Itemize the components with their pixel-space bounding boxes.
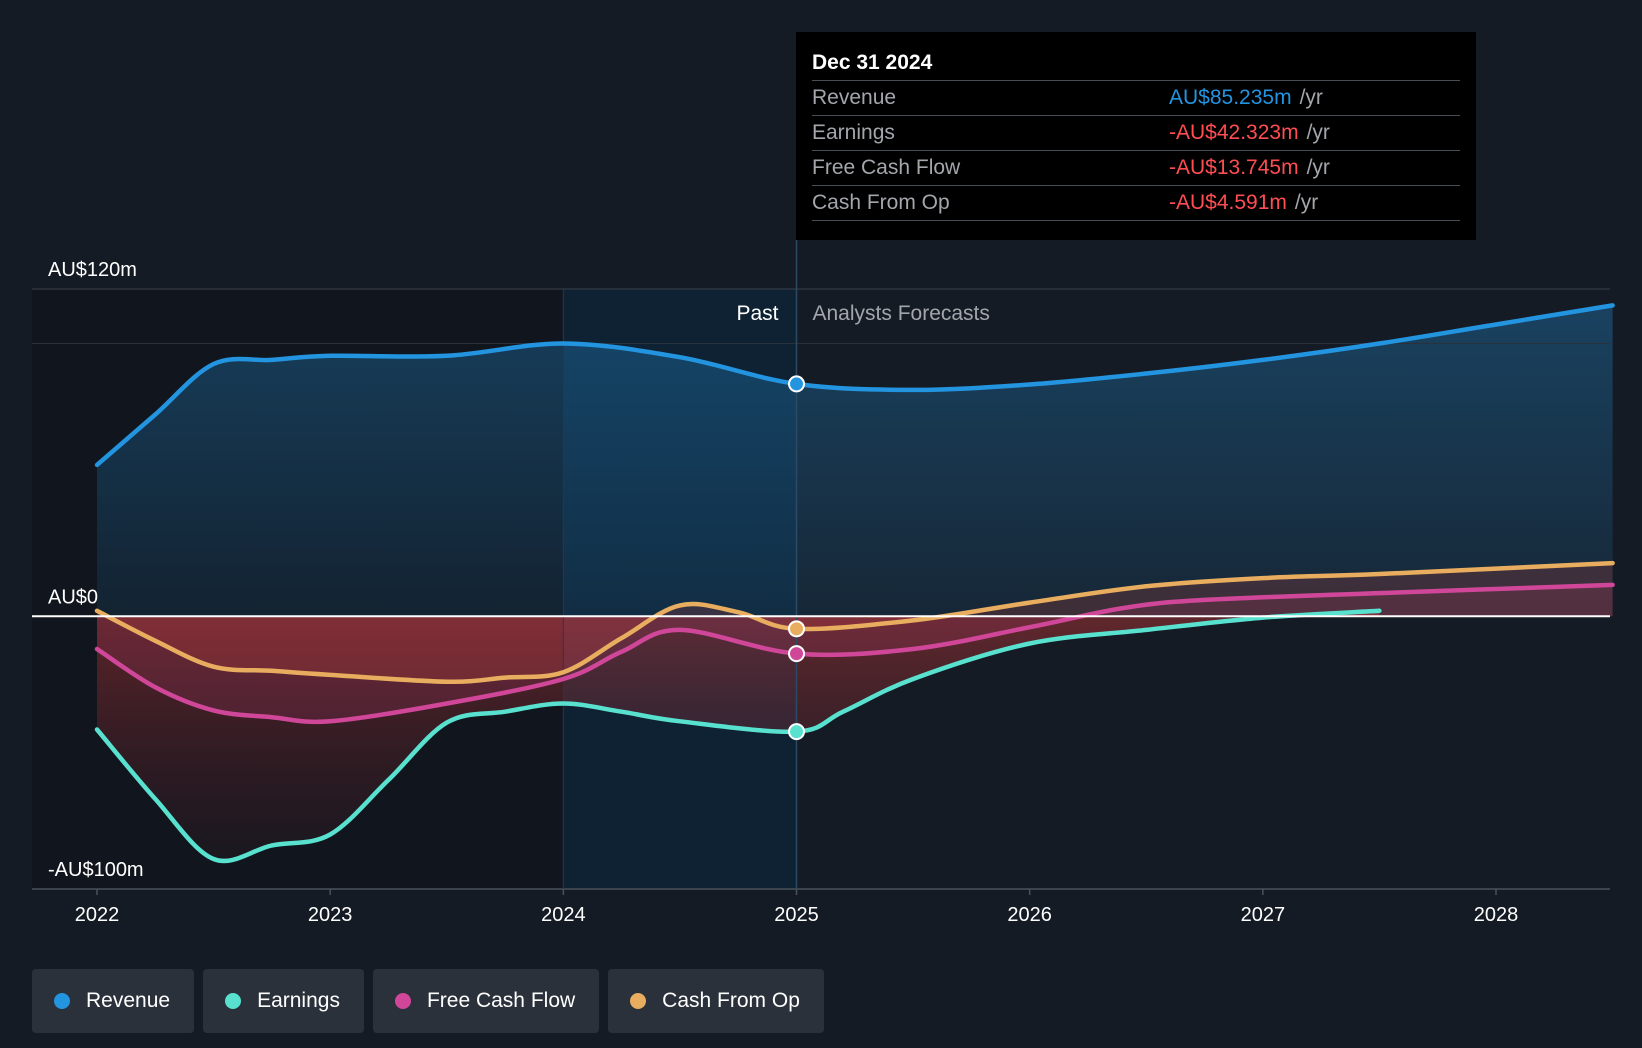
tooltip-value: -AU$13.745m — [1169, 156, 1299, 179]
cash-from-op-marker — [788, 620, 805, 638]
revenue-marker — [788, 375, 805, 393]
y-tick-label: -AU$100m — [48, 859, 144, 881]
earnings-line — [94, 608, 1382, 864]
legend-item-revenue[interactable]: Revenue — [32, 969, 195, 1033]
tooltip-label: Free Cash Flow — [812, 156, 961, 179]
earnings-area — [97, 610, 1380, 861]
x-tick-label: 2022 — [75, 904, 120, 926]
tooltip-unit: /yr — [1294, 191, 1319, 214]
tooltip-date: Dec 31 2024 — [812, 51, 933, 74]
legend-item-cash-from-op[interactable]: Cash From Op — [608, 969, 824, 1033]
x-tick-label: 2026 — [1007, 904, 1052, 926]
legend-dot-icon — [225, 993, 242, 1009]
tooltip-value: AU$85.235m — [1169, 86, 1292, 109]
free-cash-flow-line — [94, 582, 1615, 725]
tooltip-unit: /yr — [1306, 156, 1330, 179]
legend-dot-icon — [394, 993, 411, 1009]
legend-dot-icon — [630, 993, 647, 1009]
legend-item-free-cash-flow[interactable]: Free Cash Flow — [372, 969, 600, 1033]
y-tick-label: AU$120m — [48, 259, 137, 281]
x-tick-label: 2023 — [308, 904, 353, 926]
tooltip-unit: /yr — [1306, 121, 1330, 144]
revenue-area — [97, 305, 1613, 617]
x-tick-label: 2028 — [1474, 904, 1519, 926]
legend-label: Cash From Op — [662, 989, 800, 1012]
tooltip-row-revenue: Revenue AU$85.235m /yr — [812, 80, 1460, 115]
legend-label: Earnings — [257, 989, 340, 1012]
x-tick-label: 2027 — [1241, 904, 1286, 926]
earnings-marker — [788, 723, 805, 741]
tooltip-value: -AU$42.323m — [1169, 121, 1299, 144]
forecast-label: Analysts Forecasts — [813, 302, 990, 325]
legend-dot-icon — [54, 993, 70, 1009]
free-cash-flow-marker — [788, 645, 805, 663]
legend-label: Revenue — [86, 989, 171, 1012]
legend-label: Free Cash Flow — [426, 989, 576, 1012]
x-tick-label: 2024 — [541, 904, 586, 926]
cash-from-op-line — [94, 560, 1615, 684]
tooltip-label: Revenue — [812, 86, 897, 109]
chart-legend: Revenue Earnings Free Cash Flow Cash Fro… — [32, 969, 824, 1033]
legend-item-earnings[interactable]: Earnings — [203, 969, 364, 1033]
tooltip-row-earnings: Earnings -AU$42.323m /yr — [812, 115, 1460, 150]
x-tick-label: 2025 — [774, 904, 819, 926]
tooltip-label: Earnings — [812, 121, 895, 144]
tooltip-label: Cash From Op — [812, 191, 950, 214]
tooltip-row-free-cash-flow: Free Cash Flow -AU$13.745m /yr — [812, 150, 1460, 185]
cash-from-op-area — [97, 563, 1613, 682]
past-label: Past — [736, 302, 778, 325]
y-tick-label: AU$0 — [48, 586, 98, 608]
tooltip-row-cash-from-op: Cash From Op -AU$4.591m /yr — [812, 185, 1460, 221]
tooltip-unit: /yr — [1299, 86, 1323, 109]
tooltip-value: -AU$4.591m — [1169, 191, 1287, 214]
data-tooltip: Dec 31 2024 Revenue AU$85.235m /yr Earni… — [796, 32, 1476, 240]
